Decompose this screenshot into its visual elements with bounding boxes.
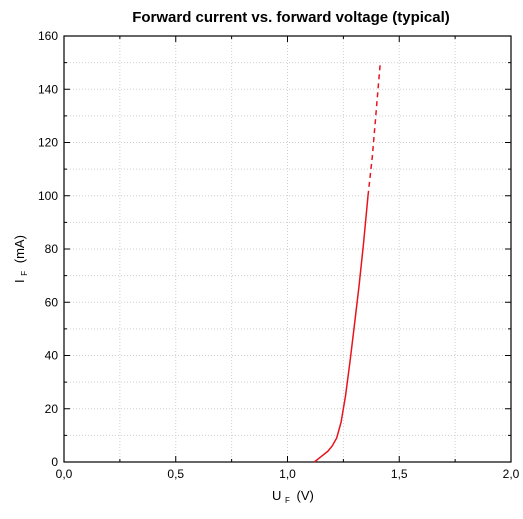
x-tick-label: 2,0: [503, 467, 520, 481]
x-axis-label-main: U: [272, 488, 281, 503]
y-tick-label: 100: [38, 189, 58, 203]
series-line-dashed: [367, 62, 382, 196]
x-tick-labels: 0,0 0,5 1,0 1,5 2,0: [56, 467, 520, 481]
x-axis-label: U F (V): [272, 488, 314, 506]
y-tick-labels: 0 20 40 60 80 100 120 140 160: [38, 29, 58, 469]
series-line-solid: [313, 195, 369, 463]
y-axis-label-sub: F: [20, 271, 29, 276]
y-axis-label: I F (mA): [12, 235, 30, 283]
y-tick-label: 160: [38, 29, 58, 43]
x-tick-label: 0,5: [167, 467, 184, 481]
x-axis-label-unit: (V): [297, 488, 314, 503]
y-tick-label: 140: [38, 82, 58, 96]
y-tick-label: 40: [45, 349, 59, 363]
grid: [63, 35, 512, 463]
y-tick-label: 60: [45, 295, 59, 309]
y-tick-label: 120: [38, 136, 58, 150]
y-axis-label-unit: (mA): [12, 235, 27, 263]
x-axis-label-sub: F: [285, 496, 290, 505]
x-tick-label: 0,0: [56, 467, 73, 481]
chart-title: Forward current vs. forward voltage (typ…: [132, 9, 450, 26]
axis-ticks: [63, 35, 512, 463]
y-axis-label-main: I: [12, 279, 27, 283]
series-group: [313, 62, 382, 463]
y-tick-label: 0: [51, 455, 58, 469]
y-tick-label: 20: [45, 402, 59, 416]
y-tick-label: 80: [45, 242, 59, 256]
x-tick-label: 1,5: [391, 467, 408, 481]
x-tick-label: 1,0: [279, 467, 296, 481]
